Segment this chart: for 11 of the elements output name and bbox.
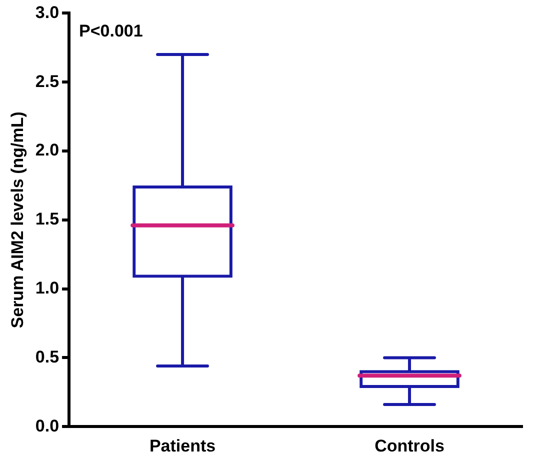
y-tick-label: 0.0 <box>35 416 60 436</box>
y-axis-title: Serum AIM2 levels (ng/mL) <box>8 112 27 328</box>
annotation: P<0.001 <box>79 21 143 40</box>
x-tick-label: Controls <box>374 436 444 456</box>
y-tick-label: 3.0 <box>35 2 60 22</box>
x-tick-label: Patients <box>149 436 216 456</box>
y-tick-label: 2.0 <box>35 140 60 160</box>
y-tick-label: 1.5 <box>35 210 60 229</box>
y-tick-label: 2.5 <box>35 72 60 91</box>
y-tick-label: 0.5 <box>35 347 60 366</box>
y-tick-label: 1.0 <box>35 278 60 298</box>
